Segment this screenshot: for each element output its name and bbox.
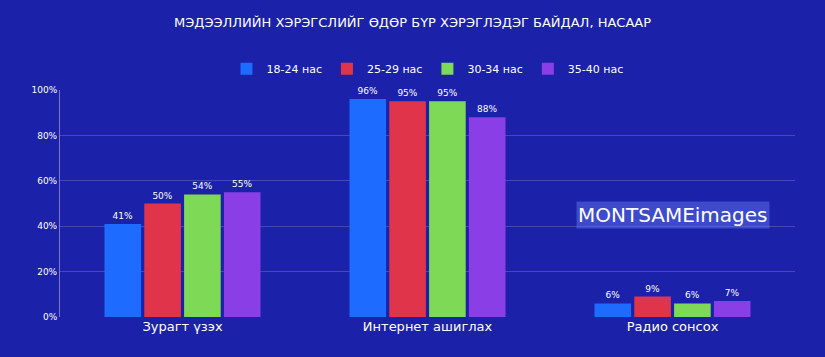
svg-text:100%: 100% (31, 85, 57, 95)
svg-text:0%: 0% (43, 312, 58, 322)
svg-text:54%: 54% (192, 181, 212, 191)
svg-text:Радио сонсох: Радио сонсох (627, 319, 719, 334)
svg-text:95%: 95% (437, 88, 457, 98)
svg-text:80%: 80% (37, 131, 57, 141)
svg-text:25-29 нас: 25-29 нас (367, 63, 422, 76)
svg-text:50%: 50% (152, 191, 172, 201)
svg-text:9%: 9% (645, 284, 660, 294)
svg-text:Интернет ашиглах: Интернет ашиглах (363, 319, 493, 334)
svg-text:95%: 95% (397, 88, 417, 98)
svg-text:20%: 20% (37, 267, 57, 277)
svg-text:60%: 60% (37, 176, 57, 186)
svg-text:MONTSAMEimages: MONTSAMEimages (578, 203, 768, 227)
svg-text:55%: 55% (232, 179, 252, 189)
svg-text:40%: 40% (37, 221, 57, 231)
svg-text:41%: 41% (113, 211, 133, 221)
svg-text:МЭДЭЭЛЛИЙН ХЭРЭГСЛИЙГ ӨДӨР БҮР: МЭДЭЭЛЛИЙН ХЭРЭГСЛИЙГ ӨДӨР БҮР ХЭРЭГЛЭДЭ… (174, 15, 651, 30)
svg-text:35-40 нас: 35-40 нас (568, 63, 623, 76)
svg-text:18-24 нас: 18-24 нас (267, 63, 322, 76)
svg-text:88%: 88% (477, 104, 497, 114)
svg-text:6%: 6% (685, 290, 700, 300)
svg-text:96%: 96% (358, 86, 378, 96)
svg-text:30-34 нас: 30-34 нас (467, 63, 522, 76)
svg-text:Зурагт үзэх: Зурагт үзэх (142, 319, 223, 334)
svg-text:7%: 7% (725, 288, 740, 298)
svg-text:6%: 6% (605, 290, 620, 300)
